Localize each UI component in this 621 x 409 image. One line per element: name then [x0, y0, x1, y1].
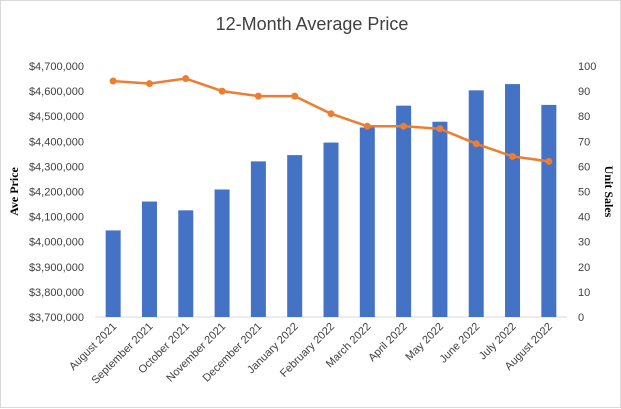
- bars-group: [105, 84, 557, 318]
- bar: [323, 142, 339, 317]
- y2-tick-label: 50: [578, 187, 590, 199]
- bar: [359, 127, 375, 318]
- y2-tick-label: 40: [578, 212, 590, 224]
- line-marker: [218, 87, 226, 95]
- y-tick-label: $4,400,000: [29, 136, 84, 148]
- y2-tick-label: 20: [578, 262, 590, 274]
- line-marker: [363, 122, 371, 130]
- labels-group: $3,700,000 $3,800,000 $3,900,000 $4,000,000…: [7, 61, 616, 387]
- line-marker: [109, 77, 117, 85]
- bar: [105, 230, 121, 317]
- y2-tick-label: 0: [578, 312, 584, 324]
- line-marker: [254, 92, 262, 100]
- y-tick-label: $4,600,000: [29, 86, 84, 98]
- bar: [396, 105, 412, 318]
- y-tick-label: $3,800,000: [29, 287, 84, 299]
- y2-tick-label: 10: [578, 287, 590, 299]
- bar: [287, 155, 303, 317]
- y-tick-label: $4,300,000: [29, 161, 84, 173]
- y-tick-label: $4,500,000: [29, 111, 84, 123]
- bar: [468, 90, 484, 317]
- bar: [178, 210, 194, 317]
- line-group: [109, 75, 553, 165]
- y2-tick-label: 30: [578, 237, 590, 249]
- bar: [214, 189, 230, 317]
- y2-tick-label: 80: [578, 111, 590, 123]
- bar: [141, 201, 157, 317]
- y-axis-title: Ave Price: [7, 166, 21, 215]
- y2-tick-label: 60: [578, 161, 590, 173]
- y2-tick-label: 70: [578, 136, 590, 148]
- line-marker: [145, 80, 153, 88]
- y-tick-label: $4,200,000: [29, 187, 84, 199]
- line-marker: [400, 122, 408, 130]
- y-tick-label: $4,700,000: [29, 61, 84, 73]
- y2-axis-title: Unit Sales: [602, 166, 616, 218]
- x-tick-label: September 2021: [90, 321, 156, 387]
- y-tick-label: $3,700,000: [29, 312, 84, 324]
- bar: [505, 84, 521, 318]
- line-marker: [327, 110, 335, 118]
- y2-tick-label: 90: [578, 86, 590, 98]
- bar: [432, 121, 448, 317]
- line-marker: [545, 157, 553, 165]
- line-marker: [436, 125, 444, 133]
- y2-tick-label: 100: [578, 61, 596, 73]
- chart-title: 12-Month Average Price: [216, 14, 409, 34]
- line-marker: [182, 75, 190, 83]
- line-marker: [509, 152, 517, 160]
- y-tick-label: $4,000,000: [29, 237, 84, 249]
- y-tick-label: $3,900,000: [29, 262, 84, 274]
- x-tick-label: April 2022: [366, 321, 410, 365]
- y-tick-label: $4,100,000: [29, 212, 84, 224]
- line-marker: [472, 140, 480, 148]
- line-marker: [291, 92, 299, 100]
- bar: [541, 104, 557, 317]
- bar: [250, 161, 266, 317]
